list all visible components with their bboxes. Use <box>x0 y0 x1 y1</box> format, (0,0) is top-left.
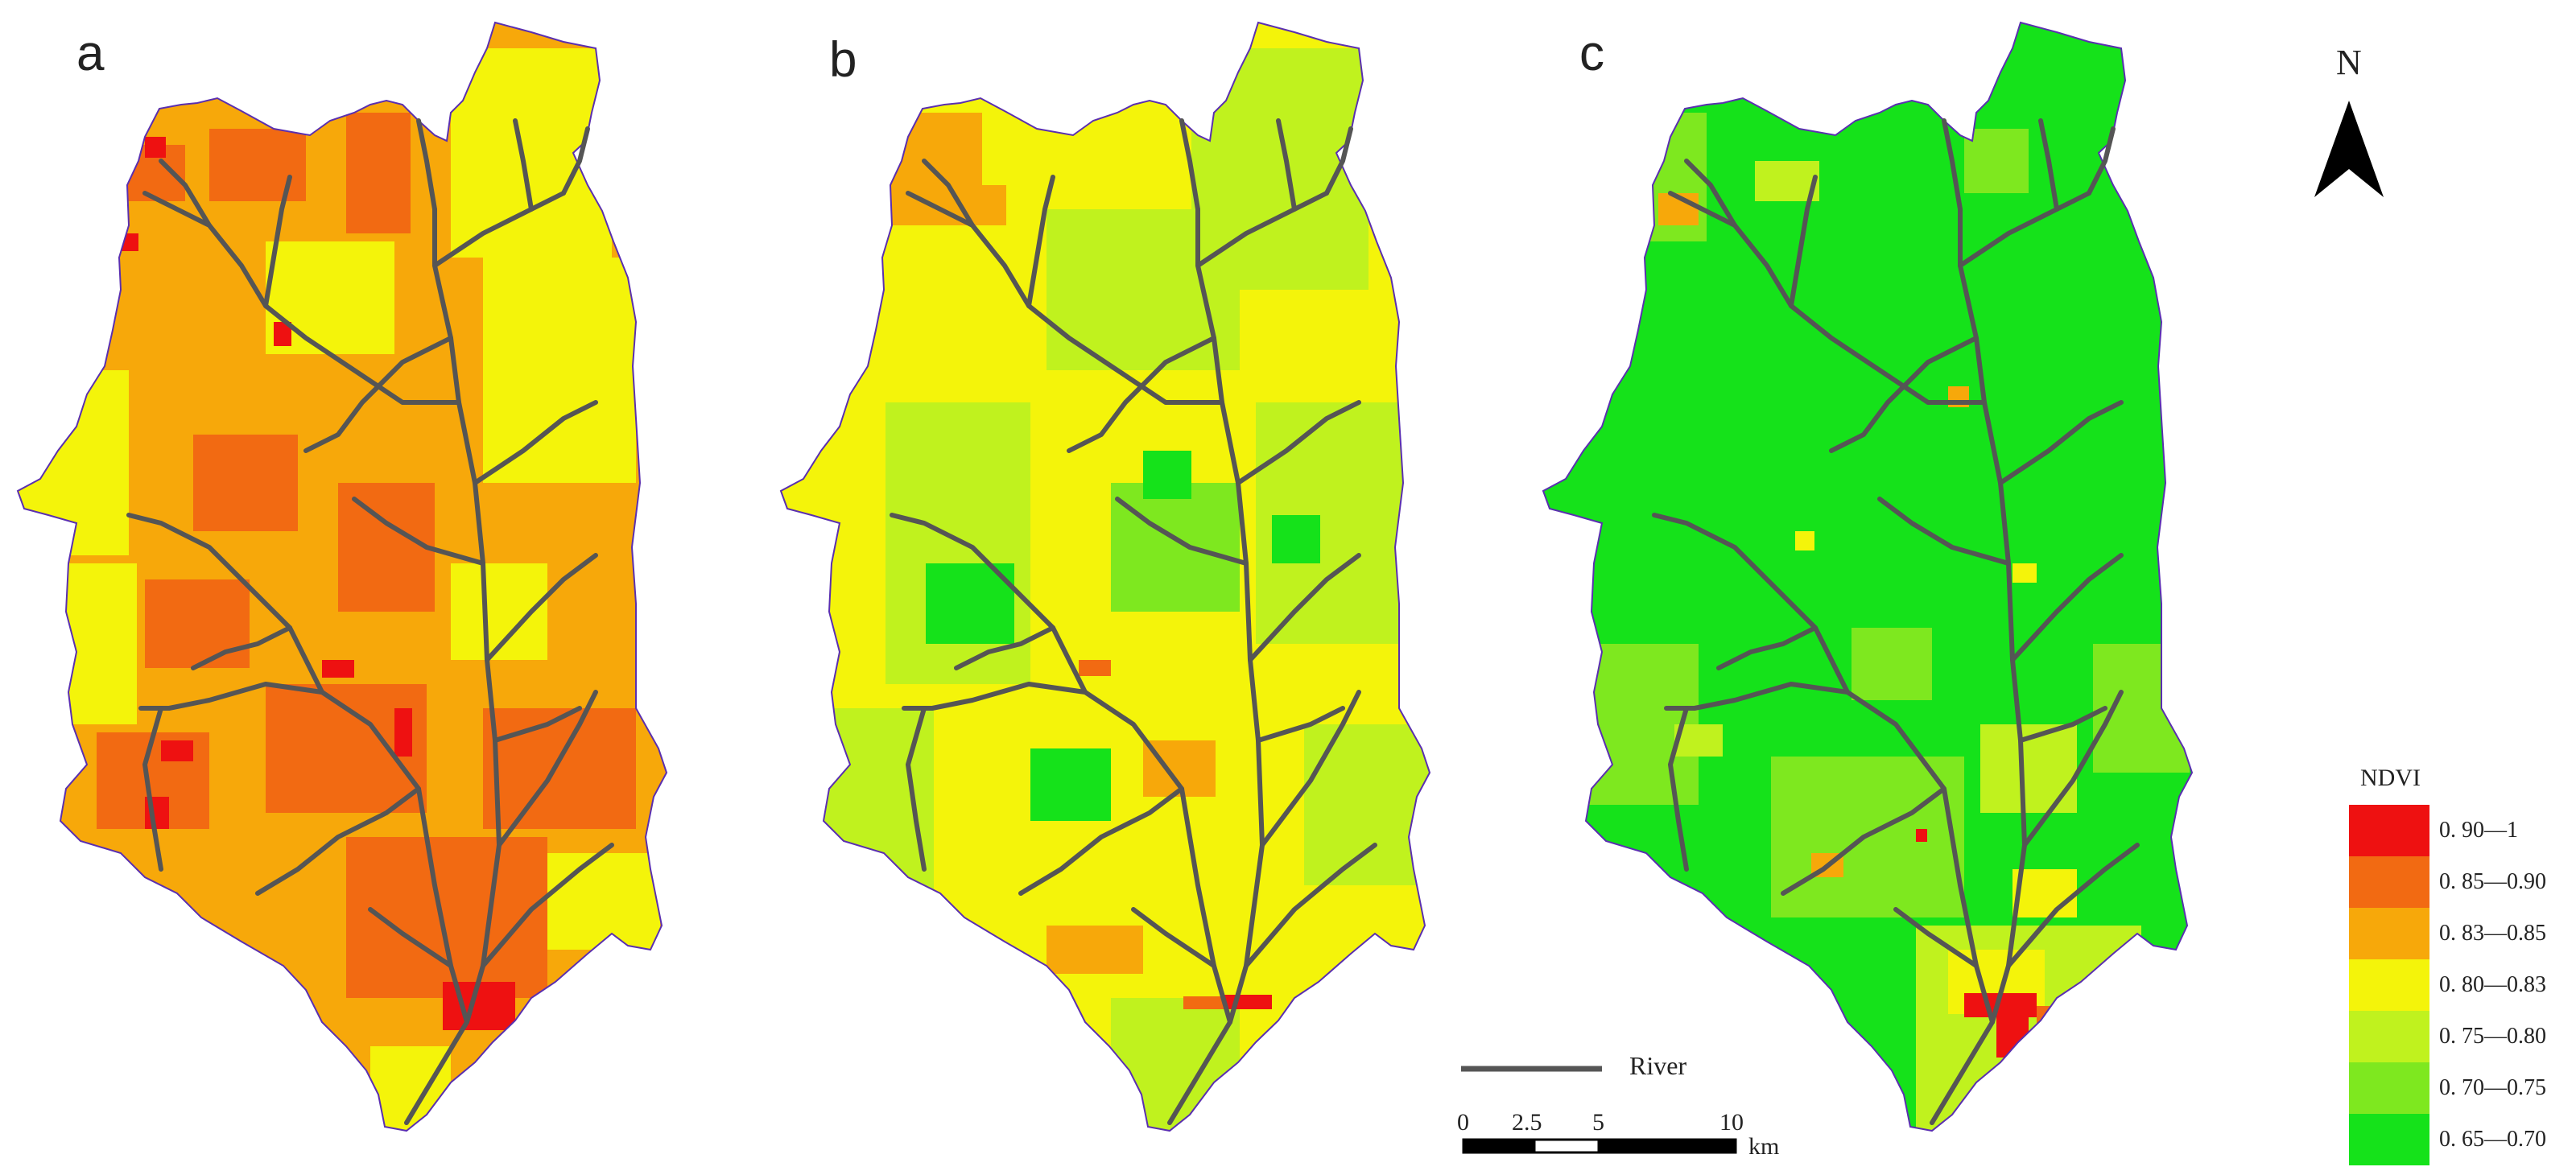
scale-bar-segment <box>1533 1138 1600 1154</box>
ndvi-patch <box>547 853 660 950</box>
legend-row: 0. 85—0.90 <box>2349 856 2558 908</box>
north-label: N <box>2336 43 2362 82</box>
ndvi-patch <box>443 982 515 1030</box>
scale-bar-segment <box>1599 1140 1736 1152</box>
legend-swatch <box>2349 1011 2429 1062</box>
ndvi-patch <box>346 837 547 998</box>
ndvi-patch <box>1046 926 1143 974</box>
legend-row: 0. 70—0.75 <box>2349 1062 2558 1114</box>
legend-swatch <box>2349 805 2429 856</box>
legend-row: 0. 65—0.70 <box>2349 1114 2558 1165</box>
river-network-b <box>890 118 1377 1125</box>
legend-swatch <box>2349 1062 2429 1114</box>
map-panel-b <box>780 22 1430 1132</box>
ndvi-patch <box>1964 129 2029 193</box>
scale-tick-5: 5 <box>1592 1109 1604 1136</box>
ndvi-patch <box>338 483 435 612</box>
ndvi-patch <box>370 1046 451 1131</box>
ndvi-patch <box>2013 563 2037 583</box>
ndvi-patch <box>1224 995 1272 1009</box>
scale-bar <box>1462 1138 1737 1154</box>
ndvi-patch <box>346 113 411 233</box>
legend-label: 0. 83—0.85 <box>2439 921 2546 946</box>
ndvi-patch <box>1272 515 1320 563</box>
ndvi-patch <box>48 563 137 724</box>
scale-unit: km <box>1748 1133 1780 1160</box>
ndvi-patch <box>209 129 306 201</box>
ndvi-patch <box>1079 660 1111 676</box>
ndvi-patch <box>1795 531 1814 550</box>
ndvi-patch <box>1916 829 1927 842</box>
legend-label: 0. 90—1 <box>2439 818 2518 843</box>
ndvi-patch <box>483 708 636 829</box>
ndvi-patch <box>322 660 354 678</box>
legend-label: 0. 80—0.83 <box>2439 972 2546 997</box>
scale-bar-segment <box>1462 1138 1737 1154</box>
ndvi-patch <box>1852 628 1932 700</box>
ndvi-patch <box>483 258 636 483</box>
scale-tick-0: 0 <box>1457 1109 1469 1136</box>
legend-label: 0. 85—0.90 <box>2439 869 2546 894</box>
ndvi-patch <box>1030 748 1111 821</box>
ndvi-legend-title: NDVI <box>2360 765 2421 791</box>
ndvi-patch <box>451 48 612 258</box>
ndvi-patch <box>2013 869 2077 917</box>
scale-tick-10: 10 <box>1719 1109 1744 1136</box>
legend-swatch <box>2349 908 2429 959</box>
ndvi-patch <box>274 322 291 346</box>
legend-swatch <box>2349 959 2429 1011</box>
ndvi-raster-c-base <box>1543 23 2192 1131</box>
legend-label: 0. 65—0.70 <box>2439 1127 2546 1152</box>
ndvi-patch <box>1183 996 1224 1009</box>
panel-label-b: b <box>829 32 857 88</box>
ndvi-patch <box>1304 724 1430 885</box>
ndvi-patch <box>394 708 412 757</box>
river-legend-label: River <box>1629 1051 1687 1080</box>
legend-swatch <box>2349 1114 2429 1165</box>
panel-label-c: c <box>1579 26 1604 81</box>
ndvi-patch <box>145 137 166 158</box>
legend-row: 0. 75—0.80 <box>2349 1011 2558 1062</box>
ndvi-patch <box>193 435 298 531</box>
legend-row: 0. 80—0.83 <box>2349 959 2558 1011</box>
ndvi-patch <box>145 579 250 668</box>
ndvi-patch <box>1143 451 1191 499</box>
scale-bar-segment <box>1463 1140 1534 1152</box>
north-arrow-icon <box>2314 101 2384 197</box>
panel-label-a: a <box>76 26 105 81</box>
map-panel-a <box>17 22 667 1132</box>
ndvi-patch <box>18 370 129 555</box>
ndvi-patch <box>1111 483 1240 612</box>
legend-row: 0. 83—0.85 <box>2349 908 2558 959</box>
river-network-a <box>126 118 614 1125</box>
legend-swatch <box>2349 856 2429 908</box>
river-network-c <box>1652 118 2140 1125</box>
legend-row: 0. 90—1 <box>2349 805 2558 856</box>
map-panel-c <box>1542 22 2193 1132</box>
scale-tick-2-5: 2.5 <box>1512 1109 1542 1136</box>
legend-label: 0. 70—0.75 <box>2439 1075 2546 1100</box>
ndvi-patch <box>161 740 193 761</box>
legend-label: 0. 75—0.80 <box>2439 1024 2546 1049</box>
